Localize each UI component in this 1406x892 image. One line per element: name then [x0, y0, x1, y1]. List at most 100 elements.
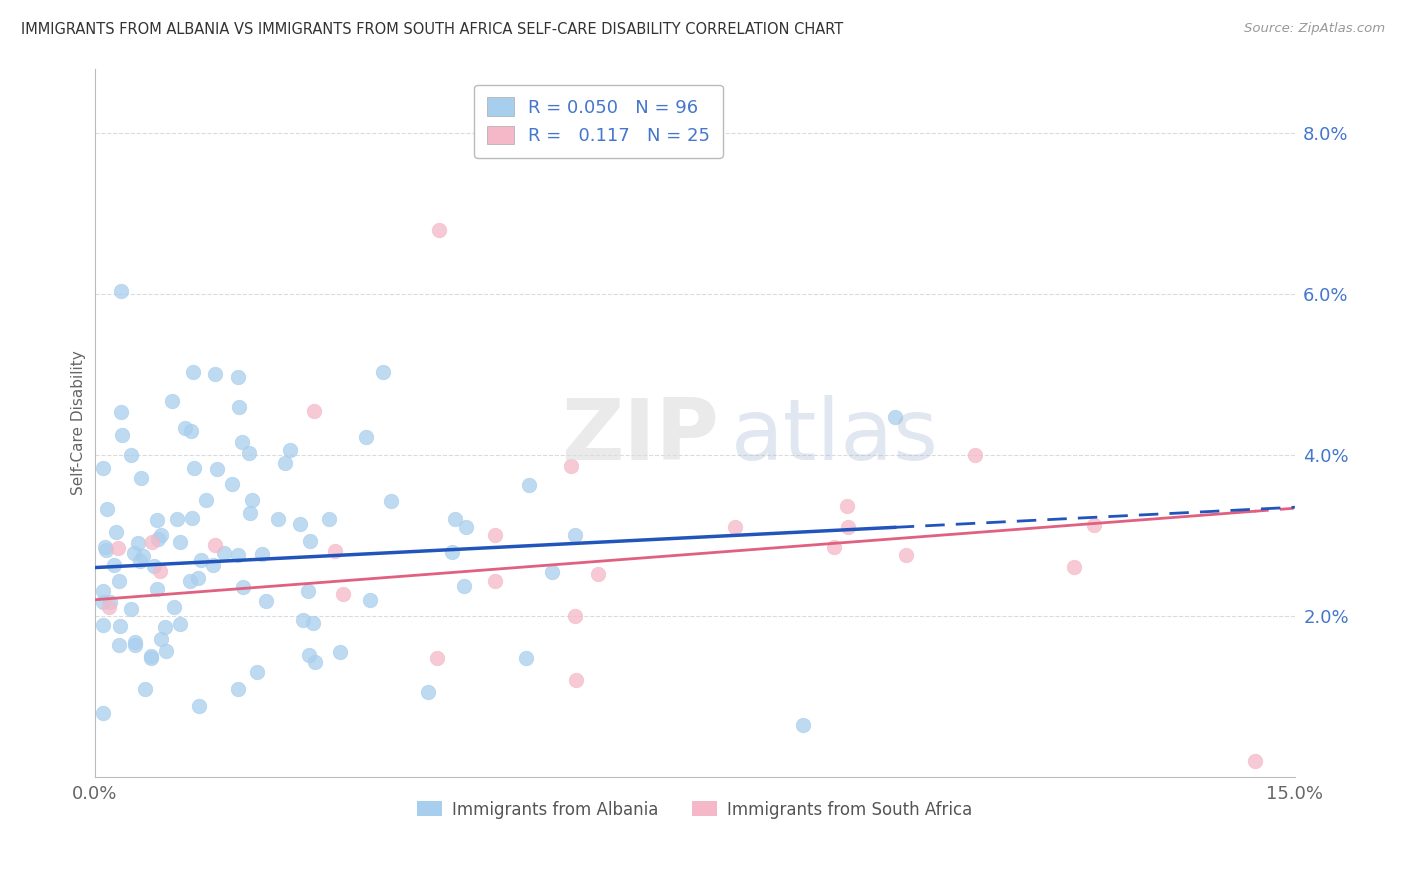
Point — [297, 584, 319, 599]
Point — [212, 546, 235, 560]
Point — [515, 650, 537, 665]
Point — [896, 548, 918, 562]
Point — [484, 574, 506, 589]
Point — [332, 587, 354, 601]
Point — [724, 520, 747, 534]
Point — [128, 553, 150, 567]
Legend: Immigrants from Albania, Immigrants from South Africa: Immigrants from Albania, Immigrants from… — [411, 794, 979, 825]
Point — [124, 635, 146, 649]
Point — [108, 619, 131, 633]
Point — [134, 681, 156, 696]
Point — [560, 459, 582, 474]
Text: atlas: atlas — [731, 395, 939, 478]
Point — [205, 462, 228, 476]
Point — [323, 544, 346, 558]
Point — [298, 648, 321, 662]
Point — [96, 502, 118, 516]
Point — [127, 535, 149, 549]
Text: ZIP: ZIP — [561, 395, 718, 478]
Point — [110, 285, 132, 299]
Point — [93, 540, 115, 554]
Point — [153, 619, 176, 633]
Point — [169, 617, 191, 632]
Point — [149, 632, 172, 647]
Point — [564, 608, 586, 623]
Y-axis label: Self-Care Disability: Self-Care Disability — [72, 351, 86, 495]
Point — [98, 595, 121, 609]
Point — [443, 512, 465, 526]
Point — [359, 593, 381, 607]
Point — [91, 583, 114, 598]
Point — [329, 645, 352, 659]
Point — [239, 506, 262, 520]
Point — [103, 558, 125, 572]
Point — [166, 512, 188, 526]
Point — [1083, 518, 1105, 533]
Point — [160, 393, 183, 408]
Point — [202, 558, 225, 573]
Point — [180, 511, 202, 525]
Point — [124, 546, 146, 560]
Point — [792, 718, 814, 732]
Point — [454, 520, 477, 534]
Point — [124, 638, 146, 652]
Point — [228, 400, 250, 414]
Point — [204, 538, 226, 552]
Point — [155, 644, 177, 658]
Point — [250, 547, 273, 561]
Point — [380, 494, 402, 508]
Point — [107, 541, 129, 555]
Point — [564, 528, 586, 542]
Point — [517, 478, 540, 492]
Point — [91, 706, 114, 720]
Point — [288, 517, 311, 532]
Point — [183, 461, 205, 475]
Point — [354, 430, 377, 444]
Point — [298, 533, 321, 548]
Point — [148, 533, 170, 547]
Point — [104, 524, 127, 539]
Point — [110, 428, 132, 442]
Point — [1243, 754, 1265, 768]
Point — [143, 558, 166, 573]
Point — [426, 651, 449, 665]
Point — [586, 567, 609, 582]
Point — [565, 673, 588, 687]
Point — [318, 512, 340, 526]
Text: Source: ZipAtlas.com: Source: ZipAtlas.com — [1244, 22, 1385, 36]
Point — [120, 601, 142, 615]
Point — [108, 574, 131, 588]
Point — [163, 599, 186, 614]
Point — [440, 544, 463, 558]
Point — [204, 368, 226, 382]
Point — [823, 541, 845, 555]
Point — [139, 651, 162, 665]
Point — [190, 553, 212, 567]
Point — [139, 648, 162, 663]
Point — [221, 476, 243, 491]
Point — [107, 638, 129, 652]
Point — [226, 682, 249, 697]
Point — [232, 580, 254, 594]
Point — [226, 549, 249, 563]
Point — [97, 599, 120, 614]
Point — [169, 535, 191, 549]
Point — [427, 222, 450, 236]
Point — [187, 571, 209, 585]
Point — [304, 655, 326, 669]
Point — [267, 512, 290, 526]
Point — [541, 565, 564, 579]
Point — [150, 528, 173, 542]
Point — [963, 448, 986, 462]
Point — [274, 456, 297, 470]
Point — [120, 448, 142, 462]
Point — [181, 365, 204, 379]
Point — [173, 420, 195, 434]
Point — [129, 471, 152, 485]
Point — [91, 594, 114, 608]
Point — [132, 549, 155, 563]
Point — [231, 434, 253, 449]
Point — [228, 370, 250, 384]
Point — [91, 461, 114, 475]
Point — [484, 528, 506, 542]
